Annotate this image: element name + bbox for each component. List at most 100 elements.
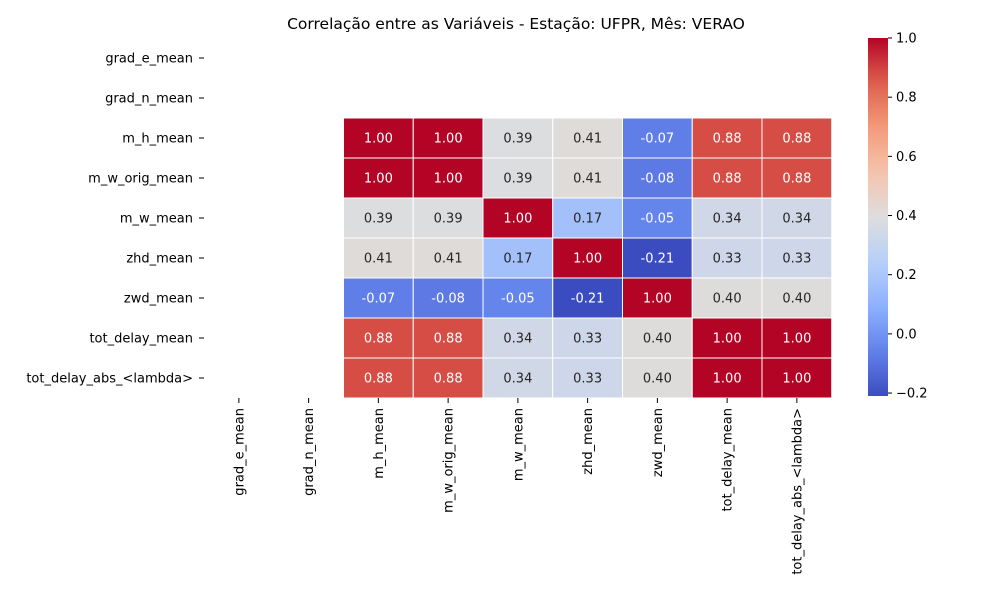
cell-value-label: 1.00 <box>782 372 811 387</box>
colorbar: 1.0 0.8 0.6 0.4 0.2 0.0 −0.2 <box>868 32 928 402</box>
colorbar-tick-label: 0.4 <box>896 209 917 224</box>
y-tick-label: zhd_mean <box>126 252 193 267</box>
cell-value-label: -0.08 <box>641 172 675 187</box>
heatmap-cell <box>761 197 833 239</box>
cell-value-label: 0.33 <box>782 252 811 267</box>
cell-value-label: -0.07 <box>362 292 396 307</box>
y-tick-label: grad_n_mean <box>105 92 193 107</box>
cell-value-label: 0.40 <box>643 372 672 387</box>
heatmap-cell <box>691 197 763 239</box>
cell-value-label: 0.39 <box>434 212 463 227</box>
heatmap-cell <box>412 197 484 239</box>
cell-value-label: 0.88 <box>782 132 811 147</box>
heatmap-cell <box>622 357 693 399</box>
cell-value-label: 1.00 <box>364 132 393 147</box>
x-tick-label: grad_e_mean <box>232 408 247 496</box>
cell-value-label: 0.33 <box>573 372 602 387</box>
heatmap-cell <box>552 197 623 239</box>
cell-value-label: 0.40 <box>782 292 811 307</box>
heatmap-cell <box>343 277 414 319</box>
colorbar-tick-label: 0.2 <box>896 268 917 283</box>
colorbar-tick-label: 0.8 <box>896 91 917 106</box>
heatmap-cell <box>482 357 554 399</box>
x-tick-label: tot_delay_mean <box>721 408 736 512</box>
cell-value-label: 0.33 <box>713 252 742 267</box>
cell-value-label: 0.88 <box>782 172 811 187</box>
cell-value-label: 1.00 <box>643 292 672 307</box>
cell-value-label: 0.39 <box>364 212 393 227</box>
heatmap-cell <box>412 117 484 159</box>
y-tick-label: tot_delay_abs_<lambda> <box>26 372 193 387</box>
cell-value-label: 0.88 <box>364 372 393 387</box>
cell-value-label: -0.05 <box>501 292 535 307</box>
heatmap-cell <box>343 237 414 279</box>
heatmap-cell <box>761 157 833 199</box>
heatmap-cell <box>761 357 833 399</box>
x-tick-labels: grad_e_mean grad_n_mean m_h_mean m_w_orig_m… <box>232 398 805 575</box>
heatmap-cell <box>691 117 763 159</box>
colorbar-tick-label: 0.0 <box>896 327 917 342</box>
cell-value-label: 0.17 <box>573 212 602 227</box>
cell-value-label: 1.00 <box>434 172 463 187</box>
x-tick-label: m_w_mean <box>511 408 526 481</box>
heatmap-cell <box>482 277 554 319</box>
cell-value-label: 0.41 <box>434 252 463 267</box>
cell-value-label: 0.41 <box>573 172 602 187</box>
heatmap-cell <box>622 317 693 359</box>
heatmap-cell <box>343 357 414 399</box>
cell-value-label: 0.88 <box>364 332 393 347</box>
y-tick-labels: grad_e_mean grad_n_mean m_h_mean m_w_orig_m… <box>26 52 204 387</box>
heatmap-cell <box>412 317 484 359</box>
cell-value-label: 0.39 <box>503 132 532 147</box>
y-tick-label: tot_delay_mean <box>89 332 193 347</box>
cell-value-label: 0.34 <box>713 212 742 227</box>
cell-value-label: 0.41 <box>573 132 602 147</box>
cell-value-label: 0.17 <box>503 252 532 267</box>
heatmap-cell <box>552 317 623 359</box>
heatmap-cell <box>622 157 693 199</box>
cell-value-label: 1.00 <box>364 172 393 187</box>
cell-value-label: 0.40 <box>643 332 672 347</box>
cell-value-label: -0.21 <box>571 292 605 307</box>
heatmap-cell <box>691 357 763 399</box>
heatmap-cell <box>482 197 554 239</box>
heatmap-cell <box>761 237 833 279</box>
colorbar-tick-label: −0.2 <box>896 387 928 402</box>
cell-value-label: 1.00 <box>434 132 463 147</box>
cell-value-label: 0.34 <box>503 332 532 347</box>
cell-value-label: -0.21 <box>641 252 675 267</box>
colorbar-tick-label: 0.6 <box>896 150 917 165</box>
cell-value-label: 0.88 <box>434 332 463 347</box>
heatmap-cells: 1.00 1.00 0.39 0.41 -0.07 0.88 0.88 1.00 1.00 0.3… <box>343 117 833 399</box>
heatmap-cell <box>552 357 623 399</box>
x-tick-label: grad_n_mean <box>302 408 317 496</box>
y-tick-label: m_w_mean <box>120 212 193 227</box>
heatmap-cell <box>482 157 554 199</box>
x-tick-label: m_w_orig_mean <box>442 408 457 513</box>
x-tick-label: zwd_mean <box>651 408 666 477</box>
heatmap-cell <box>691 237 763 279</box>
cell-value-label: -0.08 <box>431 292 465 307</box>
cell-value-label: 0.88 <box>434 372 463 387</box>
heatmap-cell <box>343 157 414 199</box>
heatmap-cell <box>761 317 833 359</box>
cell-value-label: 0.33 <box>573 332 602 347</box>
cell-value-label: 0.88 <box>713 132 742 147</box>
y-tick-label: zwd_mean <box>124 292 193 307</box>
heatmap-cell <box>343 117 414 159</box>
x-tick-label: tot_delay_abs_<lambda> <box>790 408 805 575</box>
cell-value-label: 0.34 <box>503 372 532 387</box>
heatmap-cell <box>482 117 554 159</box>
cell-value-label: -0.07 <box>641 132 675 147</box>
chart-title: Correlação entre as Variáveis - Estação:… <box>287 15 745 33</box>
colorbar-gradient <box>868 38 888 396</box>
heatmap-cell <box>343 317 414 359</box>
cell-value-label: 0.39 <box>503 172 532 187</box>
heatmap-cell <box>412 237 484 279</box>
cell-value-label: 1.00 <box>503 212 532 227</box>
heatmap-cell <box>622 197 693 239</box>
cell-value-label: 0.40 <box>713 292 742 307</box>
x-tick-label: m_h_mean <box>372 408 387 479</box>
cell-value-label: 0.88 <box>713 172 742 187</box>
